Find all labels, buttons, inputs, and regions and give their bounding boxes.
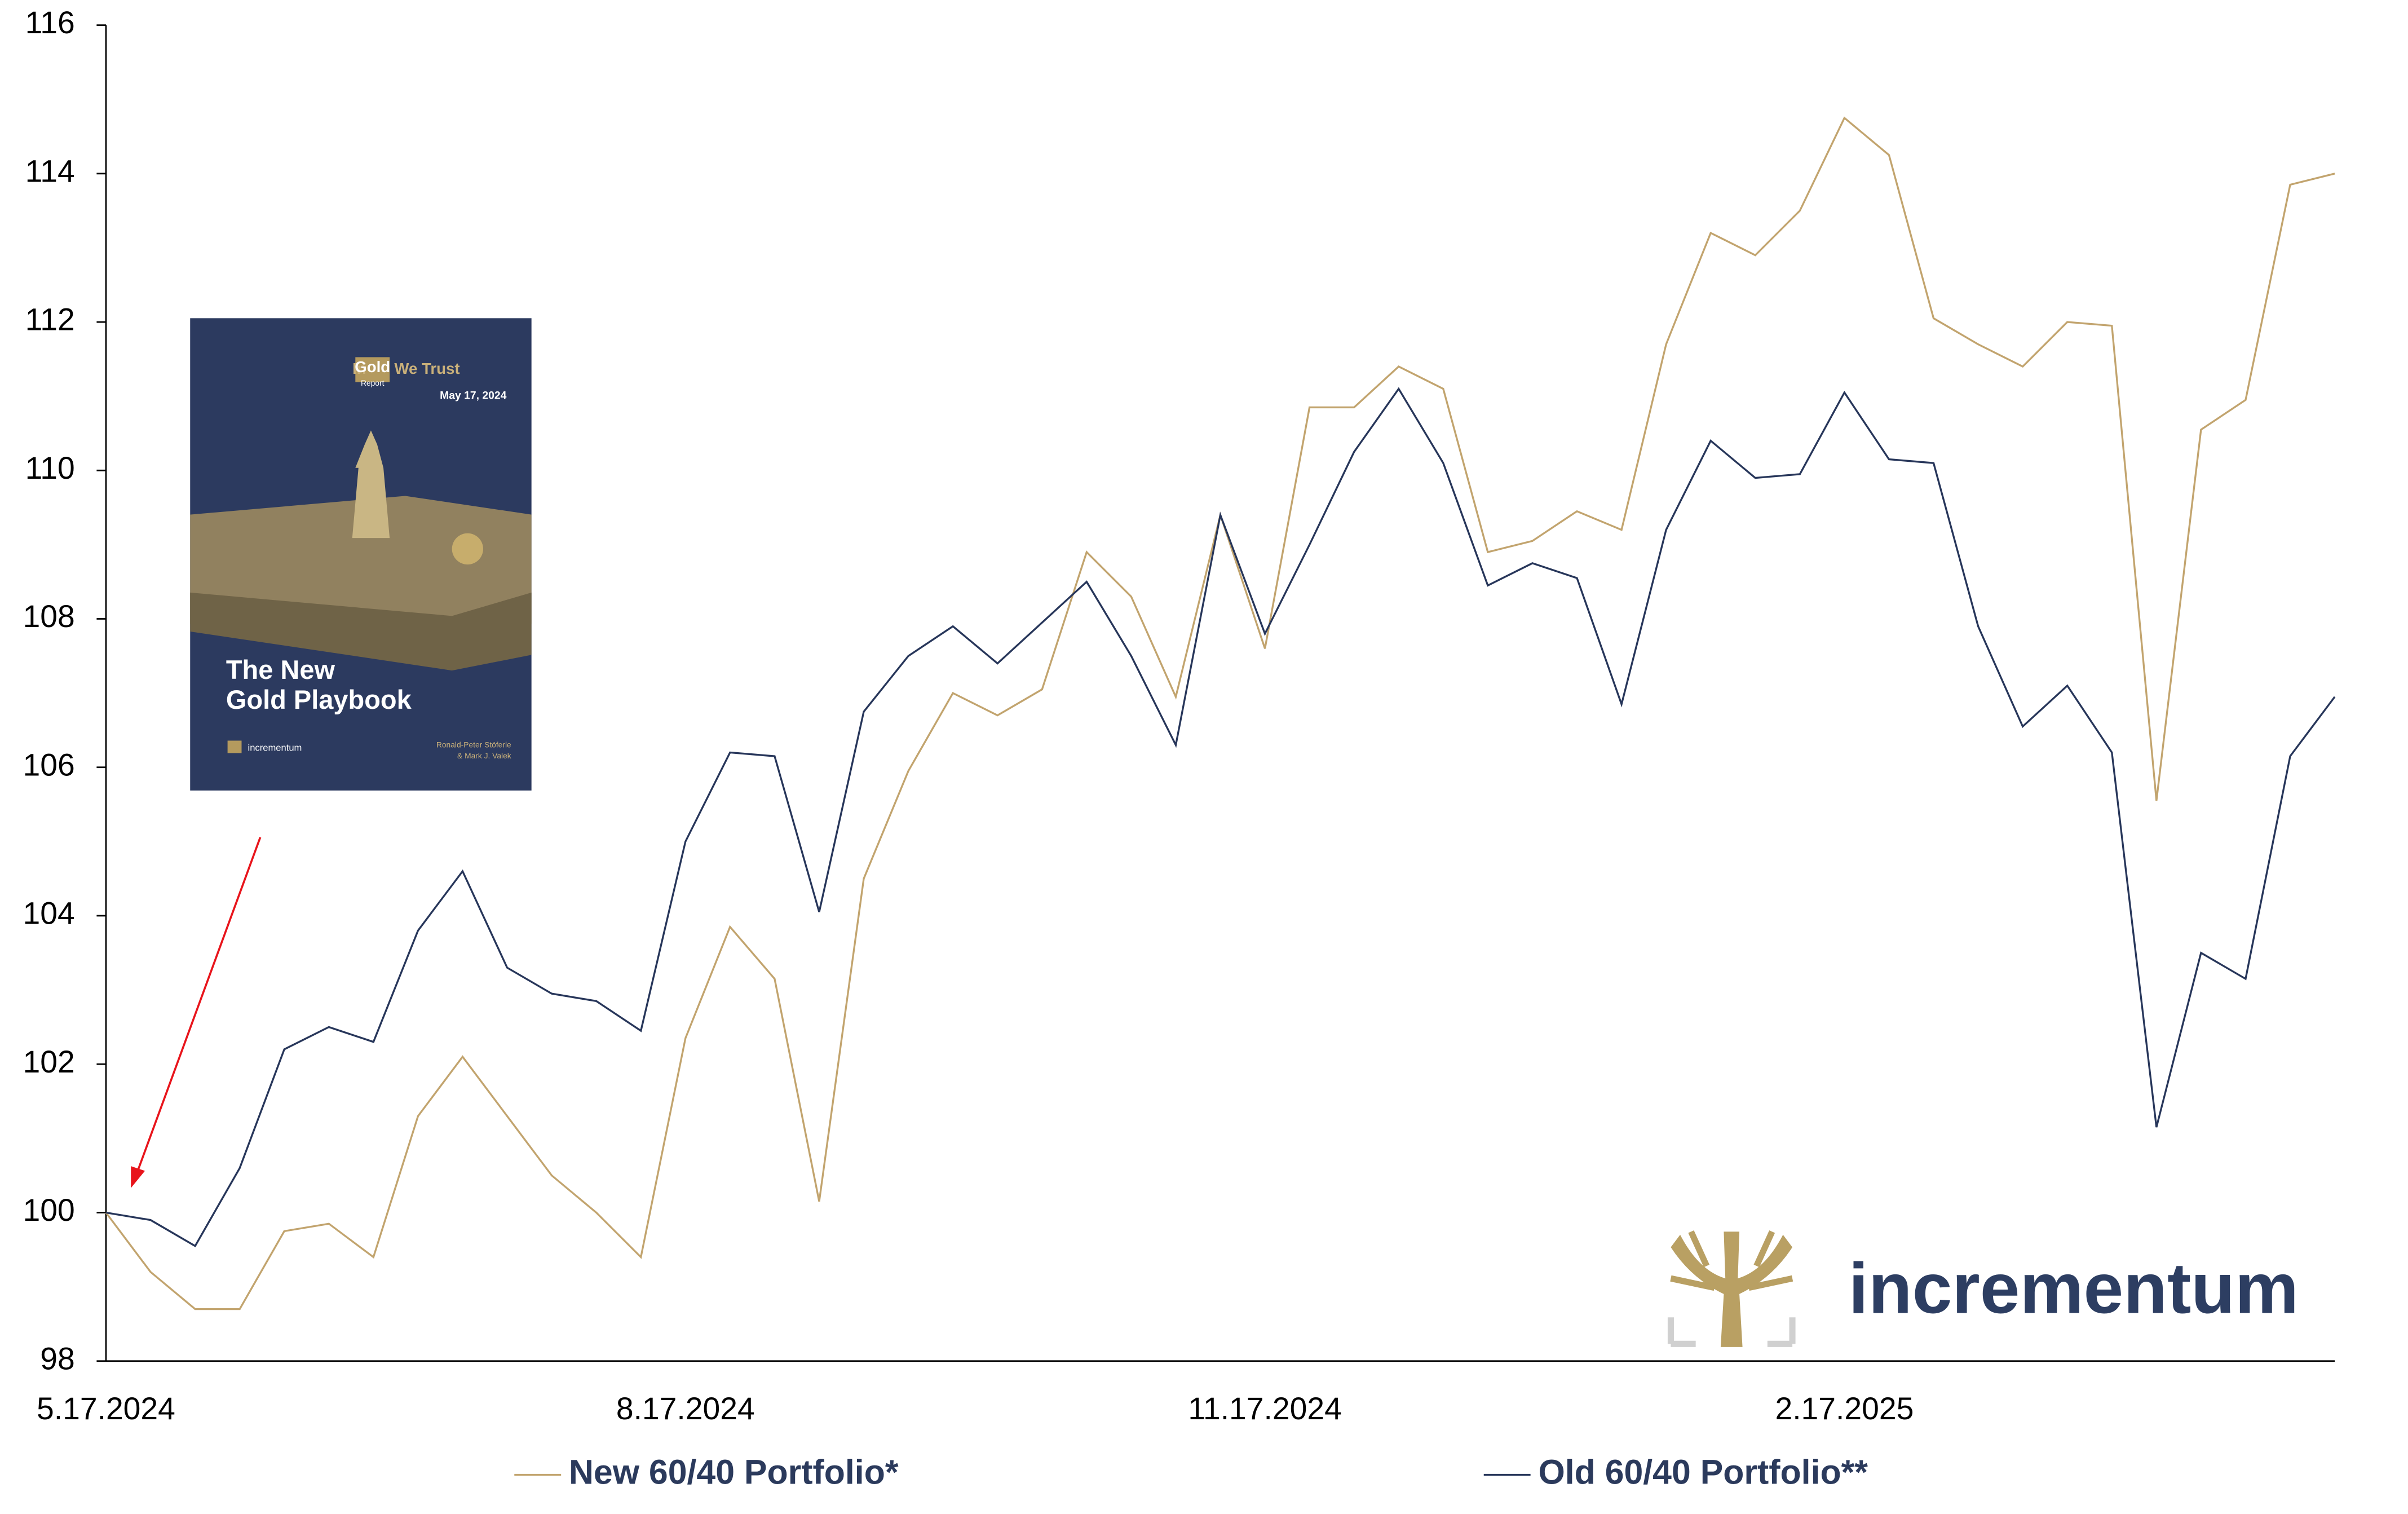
cover-brand: We Trust <box>394 360 459 377</box>
logo-frame <box>1667 1317 1796 1347</box>
y-tick-label: 100 <box>23 1193 74 1228</box>
cover-brand: In <box>352 360 366 377</box>
x-tick-label: 2.17.2025 <box>1775 1391 1914 1426</box>
y-tick-label: 112 <box>25 302 75 337</box>
y-tick-label: 106 <box>23 747 74 782</box>
logo-branches <box>1670 1230 1793 1291</box>
cover-brand: Gold <box>355 358 390 376</box>
cover-coin <box>452 533 483 565</box>
cover-logo-icon <box>227 740 242 753</box>
cover-title: The New <box>226 655 335 685</box>
report-cover: In Gold Report We Trust May 17, 2024 The… <box>190 318 532 791</box>
series-line <box>105 387 2336 1247</box>
cover-king <box>352 430 390 538</box>
cover-date: May 17, 2024 <box>440 390 507 402</box>
logo-text: incrementum <box>1849 1248 2299 1328</box>
cover-title: Gold Playbook <box>226 685 412 714</box>
y-tick-label: 98 <box>40 1341 74 1376</box>
cover-gold-box <box>355 357 390 382</box>
x-tick-label: 11.17.2024 <box>1188 1391 1342 1426</box>
y-tick-label: 110 <box>25 451 75 485</box>
arrow-head <box>131 1166 145 1188</box>
cover-publisher: incrementum <box>248 743 302 753</box>
cover-board-edge <box>190 592 532 671</box>
cover-authors: & Mark J. Valek <box>457 751 511 760</box>
y-tick-label: 116 <box>25 5 75 40</box>
arrow-shaft <box>136 837 262 1173</box>
brand-logo: incrementum <box>1667 1230 2299 1347</box>
y-tick-label: 108 <box>23 599 74 634</box>
logo-tree <box>1671 1231 1793 1347</box>
cover-brand-sub: Report <box>361 378 385 387</box>
y-tick-label: 104 <box>23 896 74 931</box>
y-tick-label: 114 <box>25 153 75 188</box>
cover-authors: Ronald-Peter Stöferle <box>436 740 511 749</box>
x-tick-label: 8.17.2024 <box>616 1391 755 1426</box>
y-tick-label: 102 <box>23 1044 74 1079</box>
legend-label: Old 60/40 Portfolio** <box>1538 1453 1868 1491</box>
x-tick-label: 5.17.2024 <box>37 1391 175 1426</box>
pointer-arrow <box>131 837 262 1188</box>
legend-label: New 60/40 Portfolio* <box>569 1453 899 1491</box>
